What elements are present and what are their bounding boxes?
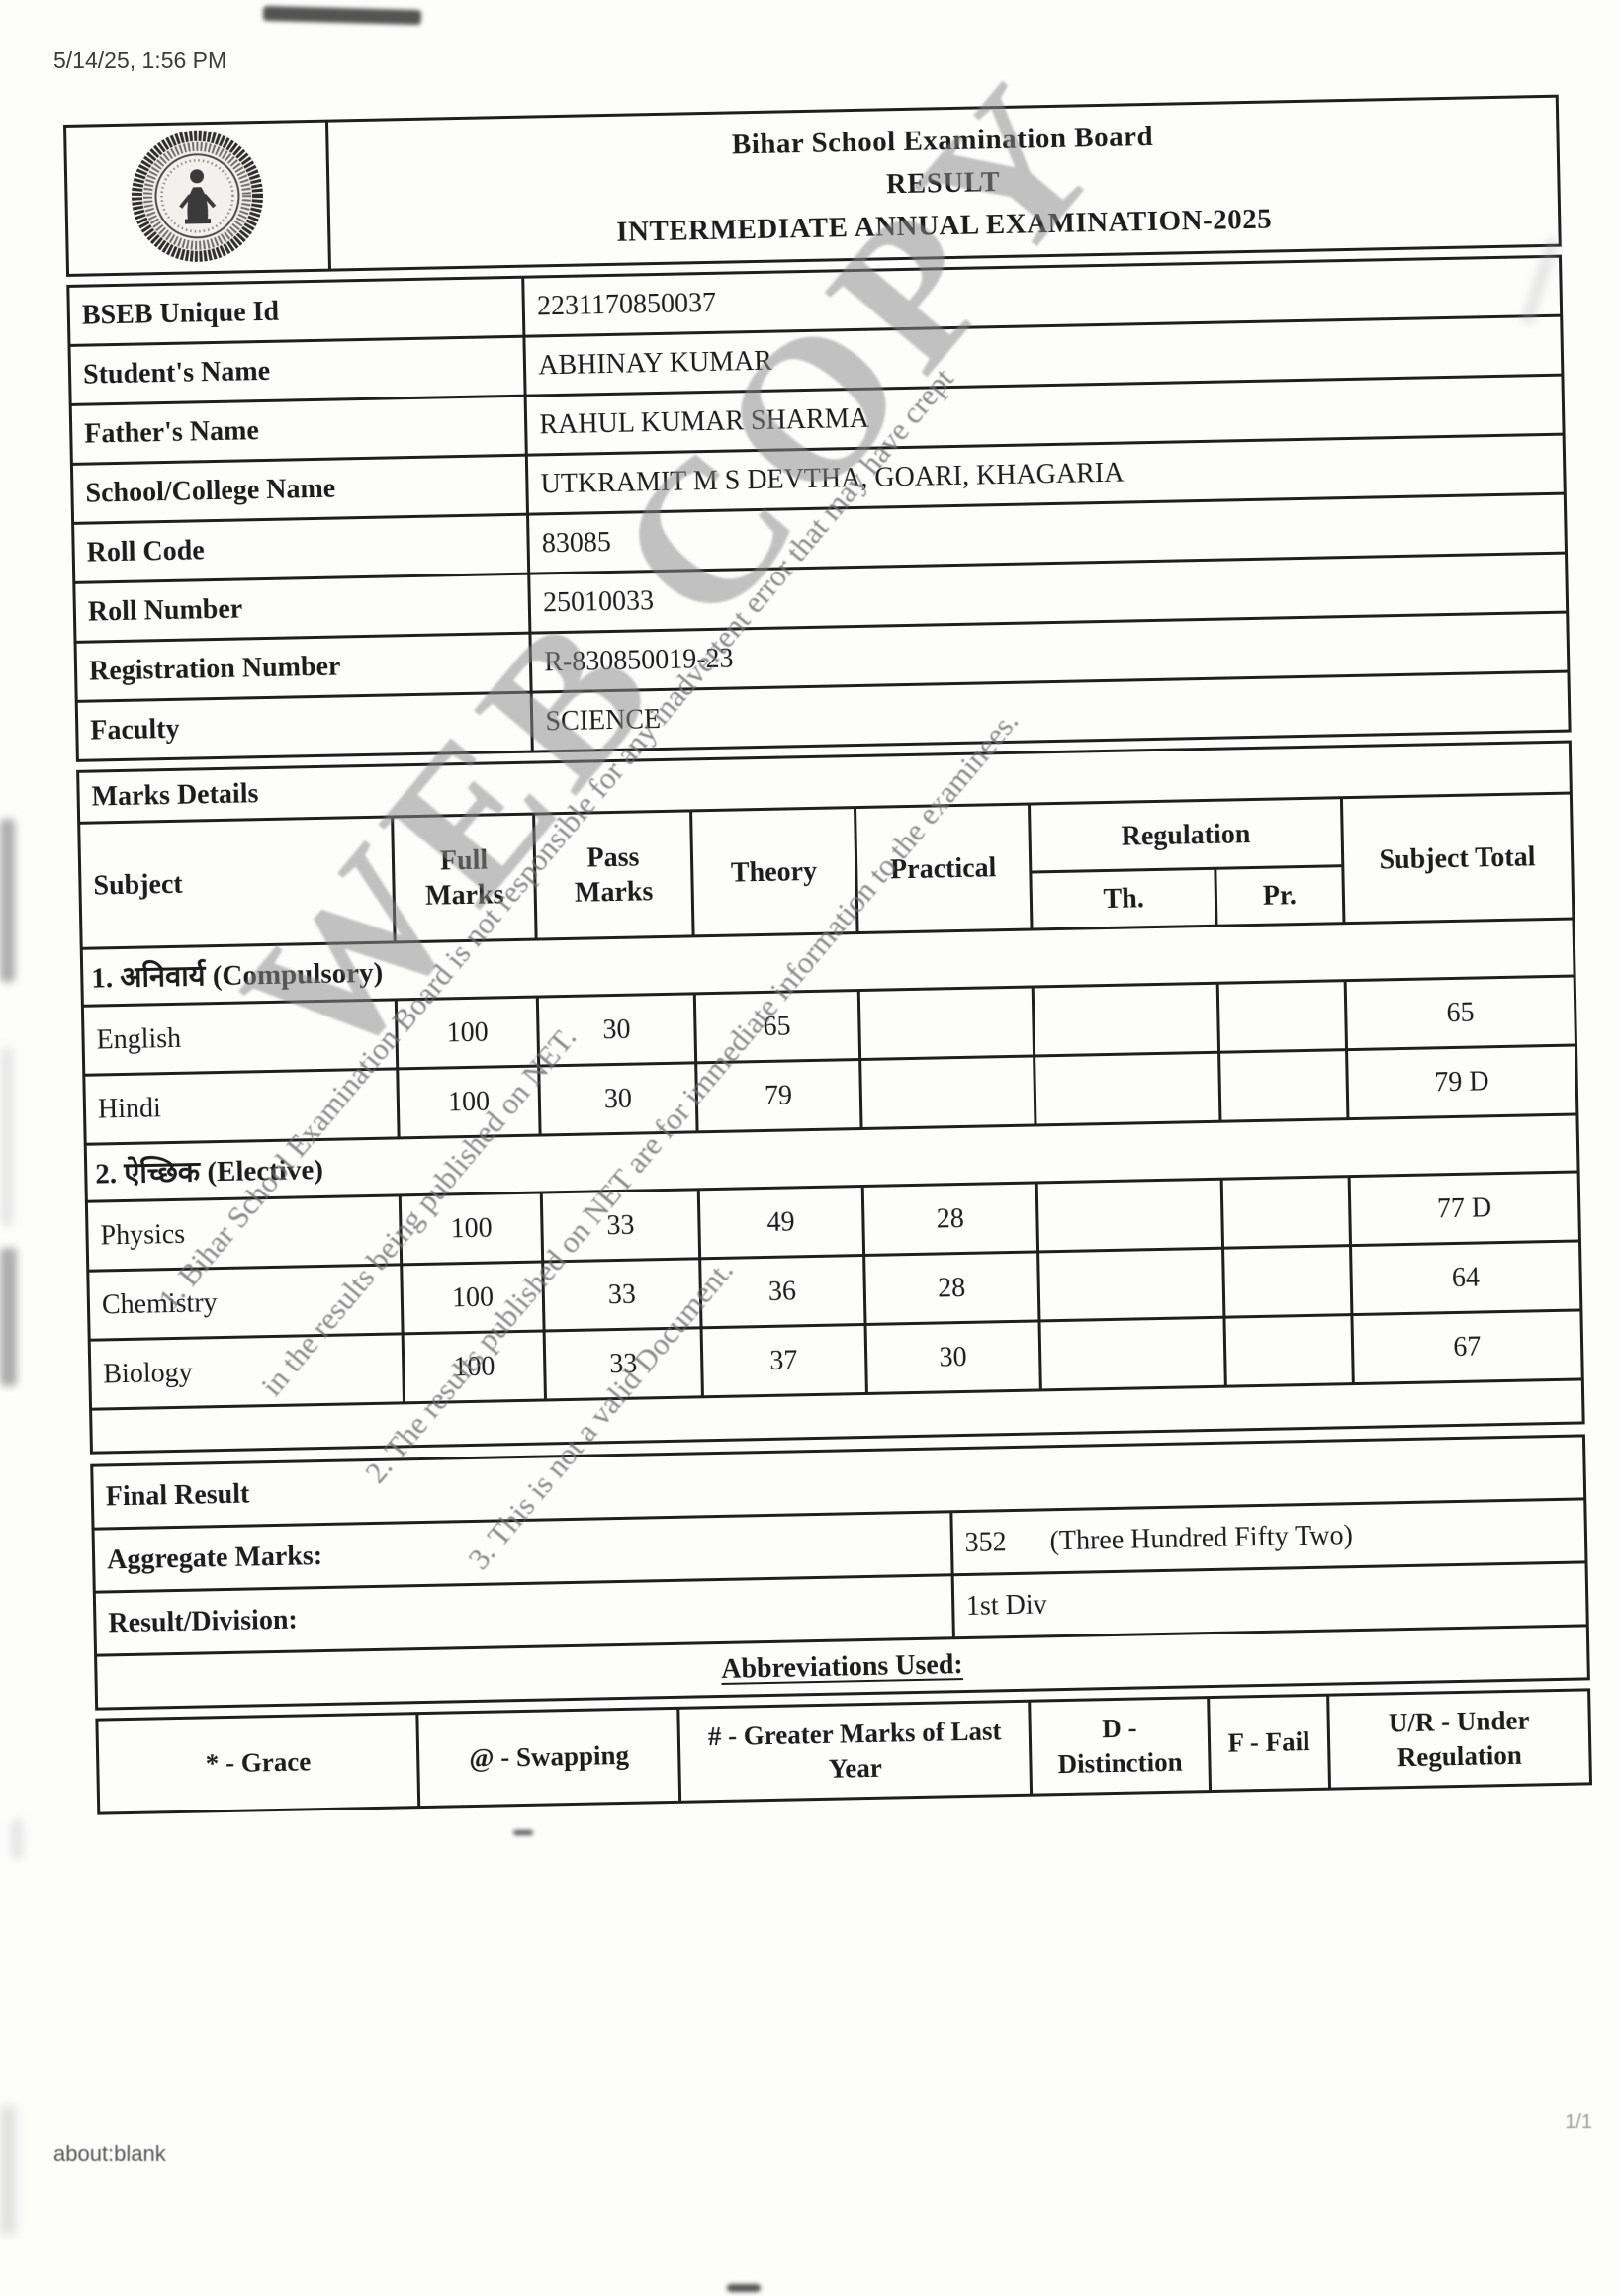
col-header-subject-total: Subject Total [1340,793,1574,924]
abbreviation-item: * - Grace [96,1713,420,1814]
cell-subject: Chemistry [87,1264,404,1341]
scan-artifact [727,2284,761,2292]
col-header-reg-th: Th. [1031,868,1217,930]
marks-table: Marks Details Subject Full Marks Pass Ma… [76,741,1585,1455]
cell-full-marks: 100 [403,1330,546,1403]
final-result-table: Final Result Aggregate Marks: 352 (Three… [90,1434,1590,1710]
cell-reg-pr [1222,1245,1352,1318]
scan-artifact [2,1048,12,1226]
abbreviation-item: # - Greater Marks of Last Year [678,1701,1032,1803]
aggregate-value: 352 [964,1526,1007,1558]
abbreviation-item: U/R - Under Regulation [1327,1689,1591,1790]
cell-theory: 36 [699,1255,865,1328]
cell-pass-marks: 33 [542,1258,701,1331]
cell-subject: Biology [89,1333,405,1410]
col-header-full-marks: Full Marks [392,814,537,942]
cell-reg-pr [1221,1176,1351,1249]
info-label: Faculty [76,692,533,761]
logo-cell [66,122,331,274]
col-header-pass-marks: Pass Marks [533,810,693,940]
cell-pass-marks: 30 [537,993,696,1067]
page-number: 1/1 [1565,2111,1592,2133]
aggregate-words: (Three Hundred Fifty Two) [1049,1519,1354,1556]
scan-artifact [513,1830,533,1835]
col-header-regulation: Regulation [1029,797,1343,873]
cell-reg-th [1036,1179,1223,1252]
result-document: Bihar School Examination Board RESULT IN… [63,94,1592,1815]
cell-theory: 65 [693,990,860,1063]
cell-reg-th [1033,983,1219,1056]
scan-artifact [0,819,15,982]
info-label: Student's Name [68,336,526,405]
cell-reg-pr [1224,1314,1353,1387]
footer-url: about:blank [53,2141,166,2165]
abbreviation-item: D - Distinction [1029,1697,1211,1796]
col-header-theory: Theory [690,807,857,936]
abbreviation-item: @ - Swapping [417,1708,681,1808]
cell-practical: 28 [861,1182,1038,1256]
cell-theory: 79 [695,1059,861,1132]
cell-reg-th [1039,1317,1226,1390]
cell-full-marks: 100 [400,1192,543,1265]
cell-subject: Hindi [83,1068,400,1145]
col-header-practical: Practical [855,804,1033,933]
abbreviation-item: F - Fail [1208,1695,1330,1792]
cell-pass-marks: 33 [544,1327,703,1400]
cell-full-marks: 100 [397,1066,541,1138]
info-label: BSEB Unique Id [67,277,525,346]
abbreviations-heading: Abbreviations Used: [720,1648,963,1685]
cell-subject-total: 64 [1350,1240,1581,1315]
cell-subject-total: 67 [1351,1309,1583,1384]
cell-reg-pr [1218,1049,1348,1122]
cell-full-marks: 100 [401,1261,545,1334]
print-timestamp: 5/14/25, 1:56 PM [53,47,227,73]
scan-artifact [0,2106,16,2235]
info-label: Roll Number [73,574,531,643]
cell-reg-th [1037,1248,1225,1321]
cell-practical: 30 [864,1320,1041,1394]
info-label: School/College Name [71,455,528,524]
cell-full-marks: 100 [396,997,539,1069]
bseb-seal-icon [130,128,265,268]
cell-subject-total: 77 D [1348,1171,1580,1246]
cell-practical [859,1055,1036,1129]
cell-theory: 49 [697,1186,864,1259]
col-header-subject: Subject [78,816,396,949]
document-header: Bihar School Examination Board RESULT IN… [63,94,1562,277]
cell-subject-total: 65 [1344,976,1576,1050]
cell-pass-marks: 33 [541,1189,700,1262]
cell-subject: Physics [86,1194,402,1272]
scan-artifact [12,1819,22,1859]
info-label: Registration Number [75,633,532,702]
cell-practical: 28 [863,1251,1040,1325]
header-titles: Bihar School Examination Board RESULT IN… [328,98,1559,269]
scan-artifact [262,5,422,26]
cell-reg-th [1034,1052,1221,1125]
cell-subject-total: 79 D [1346,1044,1577,1119]
cell-subject: English [82,999,398,1076]
cell-reg-pr [1217,980,1347,1053]
student-info-table: BSEB Unique Id 2231170850037 Student's N… [66,255,1571,762]
cell-theory: 37 [700,1324,867,1397]
col-header-reg-pr: Pr. [1215,865,1344,927]
scan-artifact [0,1248,17,1386]
info-label: Father's Name [70,396,527,465]
info-label: Roll Code [72,514,529,583]
cell-practical [857,986,1035,1060]
cell-pass-marks: 30 [538,1062,697,1136]
